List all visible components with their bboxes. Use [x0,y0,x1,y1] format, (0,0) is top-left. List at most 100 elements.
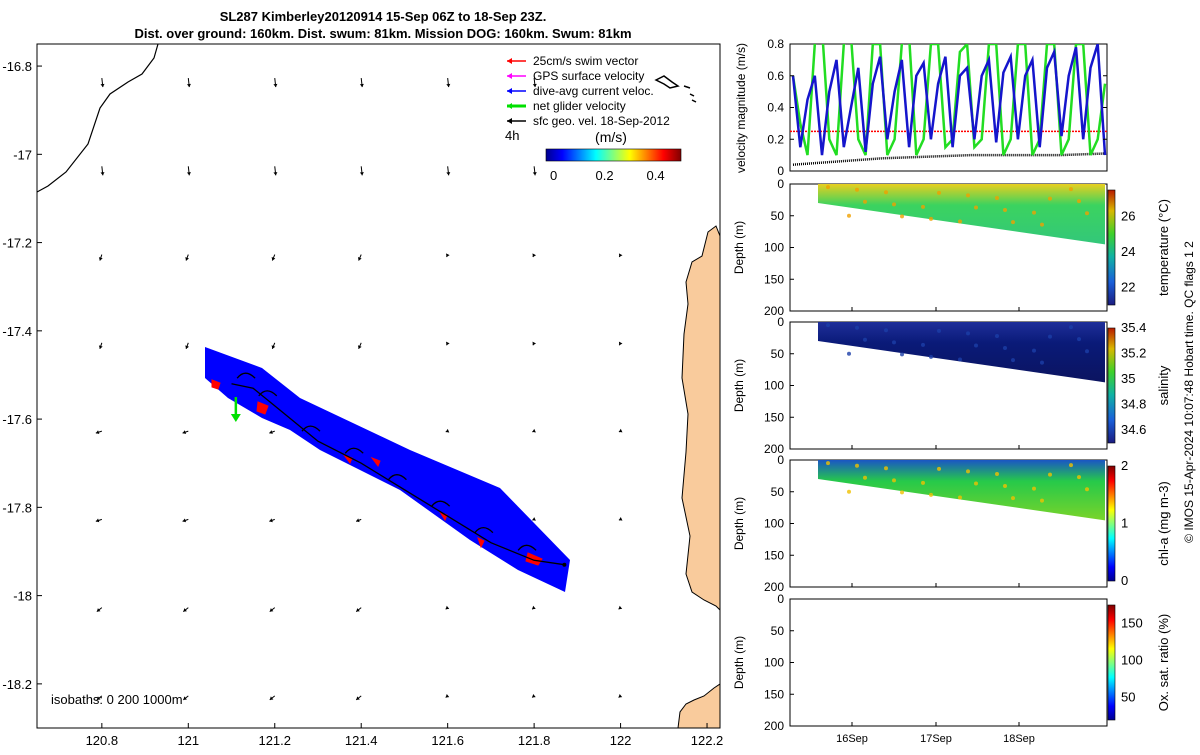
map-y-tick-label: -18 [13,589,32,604]
geo-arrowhead [357,257,362,261]
section-colorbar-tick-label: 22 [1121,279,1135,294]
velocity-y-tick-label: 0.6 [767,69,784,83]
track-loop [344,447,364,454]
land-east [681,225,720,611]
track-loop [236,372,256,379]
section-colorbar-tick-label: 35.2 [1121,346,1146,361]
section-y-tick-label: 50 [771,209,785,223]
section-y-tick-label: 50 [771,624,785,638]
section-y-tick-label: 200 [764,442,784,456]
speed-colorbar [545,148,682,162]
section-colorbar [1107,465,1116,582]
section-sample-point [966,193,970,198]
section-sample-point [1048,196,1052,201]
section-sample-point [1085,211,1089,216]
track-loop [474,527,494,534]
geo-arrowhead [269,608,274,612]
geo-arrowhead [356,696,360,700]
section-panel-1: 0 50 100 150 200 Depth (m) 22 24 26 temperature (… [732,177,1171,318]
section-colorbar-tick-label: 34.8 [1121,397,1146,412]
velocity-panel: 0 0.2 0.4 0.6 0.8 velocity magnitude (m/s) [734,37,1108,178]
geo-arrowhead [185,345,190,349]
section-panel-3: 0 50 100 150 200 Depth (m) 0 1 2 chl-a (mg m-3) [732,453,1171,594]
geo-arrowhead [532,428,536,433]
geo-arrowhead [445,605,450,610]
time-label: 4h [505,128,519,143]
section-sample-point [995,471,999,476]
geo-arrowhead [95,518,100,523]
net-velocity-arrowhead [230,414,241,423]
section-colorbar-tick-label: 1 [1121,516,1128,531]
map-x-tick-label: 122 [610,733,632,748]
geo-arrowhead [100,172,105,176]
track-loop [258,390,278,397]
section-sample-point [1069,463,1073,468]
geo-arrowhead [269,518,273,523]
geo-arrowhead [359,83,364,88]
section-sample-point [892,340,896,345]
section-colorbar-tick-label: 0 [1121,573,1128,588]
glider-track-line [231,383,565,566]
map-x-tick-label: 121 [177,733,199,748]
legend-label: dive-avg current veloc. [533,84,654,98]
geo-arrowhead [445,428,450,433]
section-y-tick-label: 50 [771,485,785,499]
section-sample-point [863,475,867,480]
section-colorbar-tick-label: 24 [1121,244,1135,259]
section-sample-point [974,205,978,210]
geostrophic-arrow-field [95,78,623,701]
map-x-tick-label: 121.6 [431,733,464,748]
section-sample-point [921,204,925,209]
section-colorbar-tick-label: 26 [1121,209,1135,224]
section-sample-point [966,331,970,336]
geo-arrowhead [186,172,191,176]
section-sample-point [900,352,904,357]
geo-arrowhead [186,83,191,88]
geo-arrowhead [100,83,105,88]
time-axis-ticks: 16Sep 17Sep 18Sep [836,307,1035,745]
section-sample-point [855,325,859,330]
geo-arrowhead [532,83,537,88]
map-x-tick-labels: 120.8 121 121.2 121.4 121.6 121.8 122 122.2 [86,723,723,748]
section-y-tick-label: 200 [764,580,784,594]
section-sample-point [884,328,888,333]
map-y-tick-labels: -16.8 -17 -17.2 -17.4 -17.6 -17.8 -18 -18.2 [2,59,42,692]
section-sample-point [1011,496,1015,501]
legend-arrowhead [507,58,512,64]
time-tick-label: 16Sep [836,733,868,745]
time-tick-label: 18Sep [1003,733,1035,745]
section-sample-point [995,195,999,200]
section-y-tick-label: 150 [764,687,784,701]
map-panel: 120.8 121 121.2 121.4 121.6 121.8 122 122.2 -16… [2,43,723,748]
section-sample-point [1085,487,1089,492]
geo-arrowhead [96,696,101,700]
geo-arrowhead [271,257,276,261]
track-end-point [562,562,567,567]
colorbar-tick-label: 0.2 [596,168,614,183]
section-sample-point [1003,208,1007,213]
credit-text: © IMOS 15-Apr-2024 10:07:48 Hobart time.… [1182,241,1196,543]
section-y-label: Depth (m) [732,636,746,689]
section-sample-point [929,492,933,497]
velocity-y-tick-label: 0 [777,164,784,178]
section-y-tick-label: 150 [764,548,784,562]
map-frame [36,43,721,729]
geo-arrowhead [618,694,623,698]
geo-arrowhead [269,696,274,700]
section-colorbar-tick-label: 34.6 [1121,422,1146,437]
geo-arrowhead [446,253,450,257]
section-sample-point [900,214,904,219]
isobaths-label: isobaths: 0 200 1000m [51,692,183,707]
section-y-tick-label: 0 [777,177,784,191]
section-sample-point [884,190,888,195]
track-loop [301,425,321,432]
track-loop [387,474,407,481]
section-colorbar-tick-label: 100 [1121,653,1143,668]
section-sample-point [855,463,859,468]
legend-arrowhead [507,73,512,79]
section-colorbar-label: temperature (°C) [1156,199,1171,296]
geo-arrowhead [271,345,276,349]
geo-arrowhead [446,172,451,176]
